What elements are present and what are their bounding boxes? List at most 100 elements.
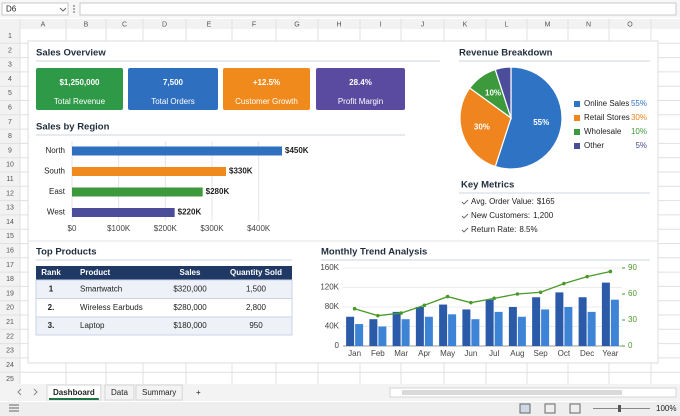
add-sheet-button[interactable]: + <box>196 388 201 397</box>
menu-dot <box>73 11 75 13</box>
slice-label: 30% <box>474 123 490 132</box>
column-header: J <box>421 21 425 28</box>
legend-swatch <box>574 101 580 107</box>
trend-point <box>538 290 543 295</box>
bar <box>541 309 550 346</box>
row-header: 24 <box>6 362 14 369</box>
metric-label: New Customers: <box>471 211 530 220</box>
column-header: G <box>294 21 299 28</box>
scrollbar-thumb[interactable] <box>402 390 622 395</box>
table-cell: Laptop <box>80 321 105 330</box>
trend-point <box>376 313 380 318</box>
kpi-value: $1,250,000 <box>59 78 100 87</box>
row-header: 9 <box>8 147 12 154</box>
sheet-tab[interactable]: Summary <box>142 388 176 397</box>
column-header: M <box>545 21 551 28</box>
bar <box>555 292 564 346</box>
zoom-level: 100% <box>656 404 676 413</box>
bar <box>517 316 526 346</box>
name-box-dropdown[interactable] <box>59 7 67 12</box>
row-header: 10 <box>6 162 14 169</box>
legend-label: Wholesale <box>584 127 622 136</box>
bar <box>471 319 480 346</box>
bar <box>72 187 203 197</box>
kpi-value: +12.5% <box>253 78 280 87</box>
bar <box>415 307 424 346</box>
x-tick-label: $0 <box>68 224 77 233</box>
pie-slice <box>494 66 512 119</box>
trend-point <box>585 274 589 279</box>
legend-label: Retail Stores <box>584 113 630 122</box>
row-header: 22 <box>6 333 14 340</box>
bar <box>72 167 226 176</box>
zoom-handle[interactable] <box>618 405 621 412</box>
kpi-card <box>128 68 218 110</box>
check-icon <box>461 199 469 205</box>
page-break-button[interactable] <box>569 403 581 414</box>
column-header: I <box>380 21 382 28</box>
row-header: 2 <box>8 47 12 54</box>
metric-value: $165 <box>537 197 555 206</box>
status-bar <box>0 402 680 416</box>
row-header: 5 <box>8 90 12 97</box>
column-header: L <box>505 21 509 28</box>
formula-input[interactable] <box>79 2 677 16</box>
x-tick-label: Mar <box>394 349 408 358</box>
trend-point <box>422 303 427 308</box>
sheet-tab[interactable]: Data <box>111 388 128 397</box>
legend-value: 30% <box>631 113 647 122</box>
bar <box>601 282 610 346</box>
check-icon <box>461 227 469 233</box>
table-cell: 2. <box>48 303 55 312</box>
x-tick-label: Jul <box>489 349 499 358</box>
slice-label: 10% <box>485 88 501 97</box>
table-header-cell: Sales <box>180 268 201 277</box>
table-cell: 1,500 <box>246 284 267 293</box>
bar <box>72 208 175 217</box>
row-header: 20 <box>6 305 14 312</box>
value-label: $330K <box>229 167 253 176</box>
column-header-bar <box>0 19 680 29</box>
tab-scroll-left[interactable] <box>17 388 22 396</box>
bar <box>401 319 410 346</box>
column-header: H <box>336 21 341 28</box>
y2-tick-label: 0 <box>628 341 633 350</box>
x-tick-label: May <box>440 349 455 358</box>
x-tick-label: Year <box>602 349 619 358</box>
kpi-label: Customer Growth <box>235 97 298 106</box>
table-row <box>35 316 293 336</box>
row-header: 18 <box>6 276 14 283</box>
row-header-bar <box>0 19 20 384</box>
metric-label: Avg. Order Value: <box>471 197 534 206</box>
name-box[interactable] <box>1 2 69 16</box>
section-title: Top Products <box>36 247 97 258</box>
row-header: 17 <box>6 262 14 269</box>
normal-view-button[interactable] <box>519 403 531 414</box>
column-header: N <box>586 21 591 28</box>
bar <box>346 316 355 346</box>
sheet-tab-bg[interactable] <box>135 384 183 401</box>
legend-label: Other <box>584 141 604 150</box>
kpi-label: Profit Margin <box>338 97 383 106</box>
table-cell: $320,000 <box>173 284 207 293</box>
x-tick-label: $400K <box>247 224 271 233</box>
x-tick-label: $100K <box>107 224 131 233</box>
status-menu-icon[interactable] <box>9 404 19 412</box>
x-tick-label: Sep <box>534 349 549 358</box>
kpi-value: 7,500 <box>163 78 184 87</box>
category-label: North <box>45 146 65 155</box>
trend-point <box>562 281 566 286</box>
metric-value: 1,200 <box>533 211 554 220</box>
table-header-cell: Quantity Sold <box>230 268 282 277</box>
row-header: 4 <box>8 76 12 83</box>
sheet-tab[interactable]: Dashboard <box>53 388 95 397</box>
tab-scroll-right[interactable] <box>33 388 38 396</box>
table-header <box>36 266 292 280</box>
sheet-tab-bg[interactable] <box>104 384 135 401</box>
row-header: 3 <box>8 62 12 69</box>
bar <box>485 299 494 346</box>
column-header: C <box>122 21 127 28</box>
menu-dot <box>73 8 75 10</box>
page-layout-button[interactable] <box>544 403 556 414</box>
